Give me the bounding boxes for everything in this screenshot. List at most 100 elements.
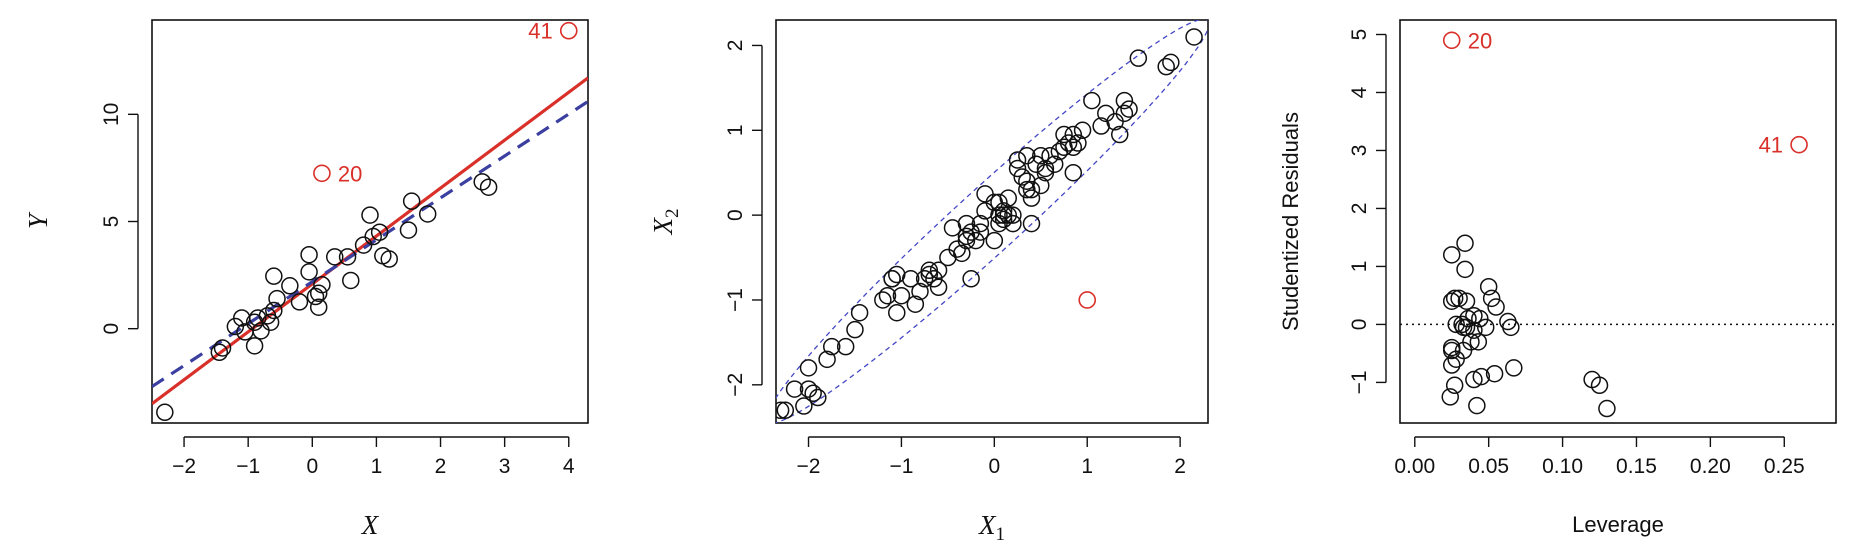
data-point	[1162, 53, 1180, 72]
panel-x1-vs-x2: −2 −1 0 1 2 −2 −1 0 1 2 X1 X2	[648, 19, 1209, 545]
data-point	[380, 250, 398, 268]
x-tick-label: 1	[1081, 455, 1093, 478]
y-axis-label: Y	[23, 211, 53, 229]
data-point	[822, 337, 841, 356]
plot-frame	[775, 19, 1209, 424]
y-tick-label: −1	[724, 288, 747, 312]
plot-area	[152, 76, 588, 422]
data-point	[920, 265, 939, 284]
data-point	[1456, 260, 1474, 279]
data-point	[1472, 367, 1491, 386]
x-tick-label: 0.20	[1690, 455, 1731, 478]
data-point	[1064, 163, 1083, 182]
data-point	[265, 267, 283, 285]
data-point	[245, 337, 264, 355]
data-point	[911, 282, 929, 301]
x-tick-label: 0.05	[1468, 455, 1509, 478]
y-tick-label: 2	[1348, 203, 1371, 215]
data-point	[1022, 214, 1041, 233]
data-point	[1008, 151, 1027, 169]
data-point	[1442, 246, 1461, 264]
data-point	[1441, 388, 1460, 406]
data-point	[261, 313, 280, 331]
data-point	[925, 270, 943, 288]
data-point	[1450, 289, 1468, 308]
data-point	[850, 303, 869, 322]
data-point	[1073, 121, 1092, 140]
data-point	[309, 298, 328, 316]
data-point	[999, 189, 1018, 207]
x-tick-label: −1	[889, 455, 913, 478]
x-tick-label: 0.00	[1394, 455, 1435, 478]
data-point	[1482, 289, 1501, 308]
data-point	[1110, 125, 1129, 144]
data-point	[906, 295, 925, 313]
data-point	[1590, 376, 1609, 395]
data-point	[836, 337, 855, 356]
plot-area	[776, 20, 1208, 423]
data-point	[1083, 91, 1101, 110]
data-point	[1468, 396, 1486, 415]
x-tick-label: 2	[435, 455, 447, 478]
data-point	[776, 401, 790, 420]
data-point	[1465, 321, 1483, 339]
data-point	[1485, 364, 1504, 383]
data-point	[985, 231, 1004, 250]
data-point	[957, 214, 976, 233]
highlighted-point	[1790, 135, 1808, 154]
data-point	[1447, 315, 1465, 334]
data-point	[1022, 189, 1041, 207]
data-point	[1445, 289, 1464, 308]
data-point	[1115, 104, 1134, 123]
data-point	[1502, 318, 1520, 337]
data-point	[300, 245, 318, 264]
data-point	[213, 339, 232, 357]
data-point	[990, 206, 1008, 224]
data-point	[953, 244, 971, 263]
plot-frame	[1399, 19, 1837, 424]
data-point	[1115, 91, 1134, 110]
y-tick-label: 5	[100, 216, 123, 228]
data-point	[1064, 125, 1083, 144]
x-tick-label: −2	[797, 455, 821, 478]
highlighted-point	[313, 164, 331, 183]
data-point	[990, 193, 1008, 212]
data-point	[966, 231, 985, 250]
data-point	[1069, 134, 1087, 152]
data-point	[929, 261, 948, 280]
confidence-ellipse	[776, 20, 1208, 423]
data-point	[1457, 292, 1476, 310]
data-point	[776, 401, 795, 420]
data-point	[399, 221, 418, 239]
data-point	[1185, 28, 1203, 46]
data-point	[402, 192, 421, 210]
x-tick-label: 0.25	[1764, 455, 1805, 478]
data-point	[156, 403, 174, 422]
data-point	[249, 309, 267, 327]
data-point	[306, 287, 325, 306]
y-tick-label: 1	[1348, 261, 1371, 273]
data-point	[962, 270, 980, 288]
data-point	[1064, 138, 1083, 157]
data-point	[1004, 206, 1022, 224]
y-axis-label: Studentized Residuals	[1278, 112, 1303, 331]
data-point	[1045, 155, 1064, 173]
x-tick-label: 4	[563, 455, 575, 478]
data-point	[1505, 359, 1523, 377]
data-point	[1476, 318, 1495, 337]
point-label: 20	[1468, 28, 1492, 53]
point-label: 41	[528, 19, 552, 44]
data-point	[1442, 356, 1461, 374]
data-point	[281, 277, 299, 295]
y-tick-label: 0	[1348, 319, 1371, 331]
data-point	[325, 248, 344, 266]
data-point	[1120, 100, 1138, 118]
data-point	[818, 350, 836, 369]
data-point	[342, 271, 360, 290]
data-point	[1598, 399, 1616, 418]
data-point	[1456, 234, 1474, 252]
data-point	[1008, 159, 1027, 178]
data-point	[1129, 49, 1148, 67]
data-point	[361, 206, 379, 224]
